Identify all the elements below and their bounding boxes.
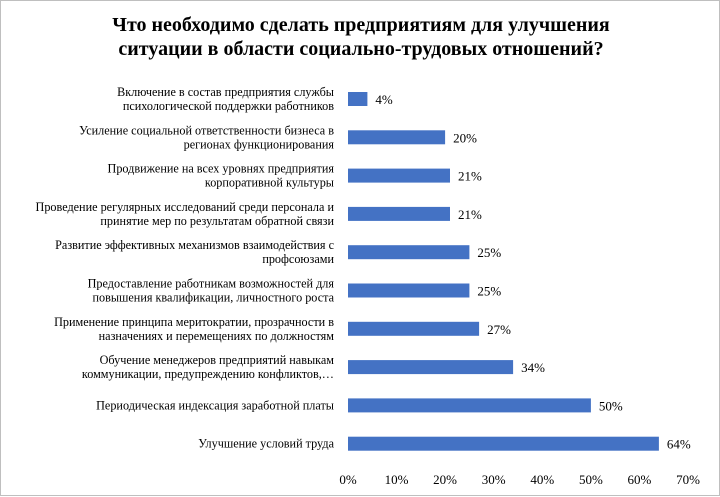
x-tick-label: 0% [339,472,357,487]
bar [348,283,470,298]
category-label: Применение принципа меритократии, прозра… [54,315,334,343]
x-tick-label: 20% [433,472,457,487]
data-label: 21% [458,169,482,184]
bars [348,92,659,451]
x-tick-label: 70% [676,472,700,487]
data-label: 34% [521,360,545,375]
x-tick-label: 40% [530,472,554,487]
bar [348,130,446,145]
category-label: Усиление социальной ответственности бизн… [79,123,334,151]
data-label: 21% [458,207,482,222]
x-tick-label: 50% [579,472,603,487]
data-label: 4% [375,92,393,107]
category-label: Периодическая индексация заработной плат… [96,398,334,412]
data-label: 20% [453,130,477,145]
bar [348,321,480,336]
x-axis-ticks: 0% 10% 20% 30% 40% 50% 60% 70% [339,472,700,487]
bar [348,168,450,183]
category-label: Развитие эффективных механизмов взаимоде… [55,238,334,266]
bar [348,360,514,375]
category-label: Улучшение условий труда [198,437,334,451]
x-tick-label: 60% [627,472,651,487]
category-labels: Включение в состав предприятия службы пси… [36,85,335,451]
chart-title-line: ситуации в области социально-трудовых от… [118,38,603,60]
category-label: Обучение менеджеров предприятий навыкам к… [82,353,334,381]
data-label: 25% [477,245,501,260]
bar [348,206,450,221]
data-label: 25% [477,284,501,299]
x-tick-label: 30% [482,472,506,487]
category-label: Включение в состав предприятия службы пси… [117,85,334,113]
data-label: 50% [599,398,623,413]
chart-title: Что необходимо сделать предприятиям для … [112,14,610,60]
category-label: Продвижение на всех уровнях предприятия к… [108,162,335,190]
chart-title-line: Что необходимо сделать предприятиям для … [112,14,610,36]
data-label: 64% [667,437,691,452]
bar [348,245,470,260]
category-label: Проведение регулярных исследований среди… [36,200,335,228]
category-label: Предоставление работникам возможностей д… [88,277,335,305]
x-tick-label: 10% [385,472,409,487]
bar [348,436,659,451]
data-label: 27% [487,322,511,337]
bar [348,92,368,106]
bar [348,398,591,413]
value-labels: 4% 20% 21% 21% 25% 25% 27% 34% 50% 64% [375,92,691,452]
